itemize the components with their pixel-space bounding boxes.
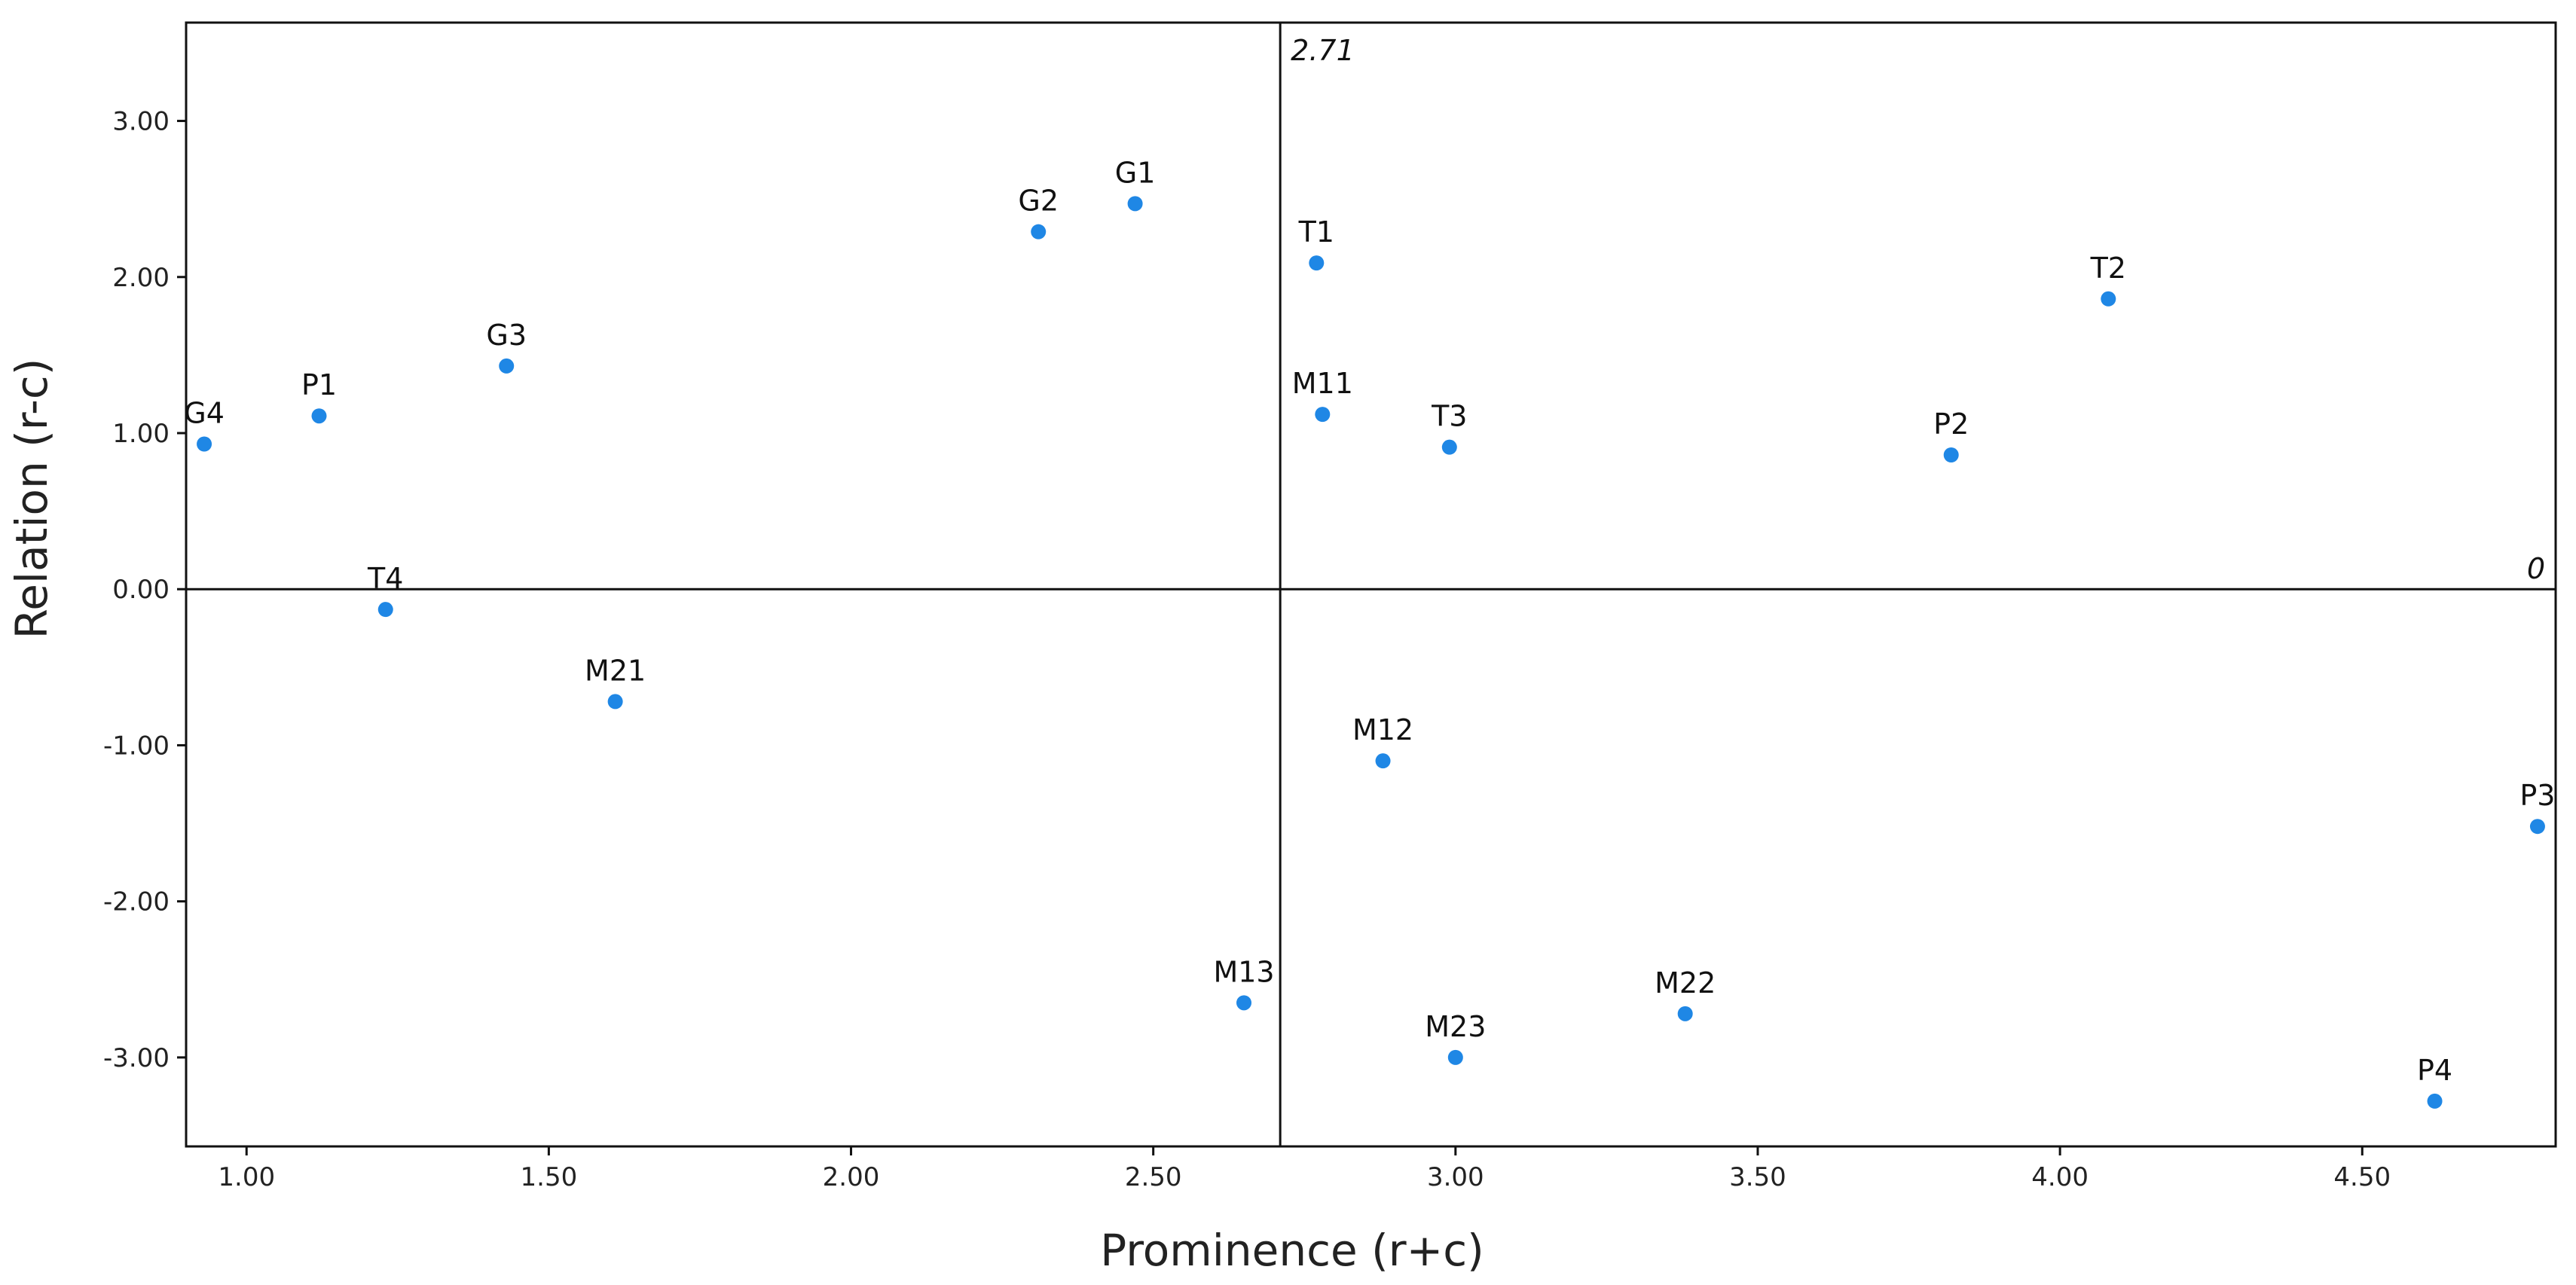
y-tick-label: 1.00 (112, 419, 170, 449)
data-point-t4 (377, 602, 393, 618)
x-tick-label: 2.00 (823, 1162, 880, 1192)
y-tick-label: 0.00 (112, 575, 170, 605)
data-label-p1: P1 (301, 368, 337, 401)
data-label-m21: M21 (585, 654, 646, 687)
data-point-t3 (1441, 439, 1457, 455)
y-tick-label: 2.00 (112, 263, 170, 293)
data-label-t3: T3 (1431, 400, 1467, 433)
data-label-m12: M12 (1352, 713, 1413, 746)
data-label-t1: T1 (1298, 215, 1334, 249)
data-point-m12 (1375, 753, 1391, 769)
reference-line-vertical-label: 2.71 (1291, 34, 1355, 67)
y-axis-title: Relation (r-c) (6, 359, 57, 639)
data-point-g3 (499, 358, 515, 374)
data-label-p3: P3 (2519, 779, 2555, 812)
data-label-m11: M11 (1292, 367, 1353, 400)
data-label-p4: P4 (2417, 1054, 2452, 1087)
data-label-g4: G4 (184, 397, 225, 430)
data-point-p2 (1943, 447, 1959, 463)
data-points: G1 G2 G3 G4 P1 T1 T2 M11 T3 P2 T4 M21 M12 P3 M13 M22 M23… (184, 156, 2555, 1109)
data-point-m23 (1447, 1049, 1463, 1065)
x-axis-ticks: 1.00 1.50 2.00 2.50 3.00 3.50 4.00 4.50 (218, 1146, 2391, 1192)
plot-frame (185, 21, 2557, 1148)
data-label-g3: G3 (486, 319, 527, 352)
data-point-m21 (607, 694, 623, 710)
data-label-t4: T4 (367, 562, 403, 595)
data-point-t1 (1309, 255, 1325, 271)
data-label-g2: G2 (1018, 185, 1059, 218)
y-tick-label: -3.00 (103, 1043, 170, 1073)
reference-line-horizontal-label: 0 (2527, 552, 2545, 585)
data-label-p2: P2 (1933, 407, 1969, 441)
data-point-t2 (2101, 291, 2116, 307)
data-point-m22 (1677, 1006, 1693, 1021)
data-label-m22: M22 (1655, 966, 1716, 1000)
x-tick-label: 3.00 (1427, 1162, 1484, 1192)
data-label-m13: M13 (1213, 955, 1274, 988)
y-tick-label: -2.00 (103, 887, 170, 917)
data-point-g1 (1127, 196, 1143, 212)
data-point-m11 (1315, 407, 1331, 423)
data-label-g1: G1 (1115, 156, 1156, 189)
data-point-g4 (197, 436, 212, 452)
data-point-g2 (1031, 224, 1047, 240)
x-tick-label: 1.50 (521, 1162, 578, 1192)
y-tick-label: -1.00 (103, 731, 170, 761)
x-tick-label: 4.50 (2333, 1162, 2391, 1192)
x-axis-title: Prominence (r+c) (1100, 1225, 1484, 1276)
y-tick-label: 3.00 (112, 107, 170, 137)
data-label-t2: T2 (2090, 252, 2126, 285)
data-point-m13 (1236, 995, 1252, 1011)
data-point-p3 (2529, 819, 2545, 835)
data-point-p1 (311, 408, 327, 424)
y-axis-ticks: 3.00 2.00 1.00 0.00 -1.00 -2.00 -3.00 (103, 107, 186, 1073)
data-label-m23: M23 (1425, 1010, 1486, 1043)
x-tick-label: 2.50 (1125, 1162, 1182, 1192)
data-point-p4 (2427, 1093, 2443, 1109)
x-tick-label: 3.50 (1729, 1162, 1786, 1192)
x-tick-label: 4.00 (2031, 1162, 2089, 1192)
x-tick-label: 1.00 (218, 1162, 275, 1192)
